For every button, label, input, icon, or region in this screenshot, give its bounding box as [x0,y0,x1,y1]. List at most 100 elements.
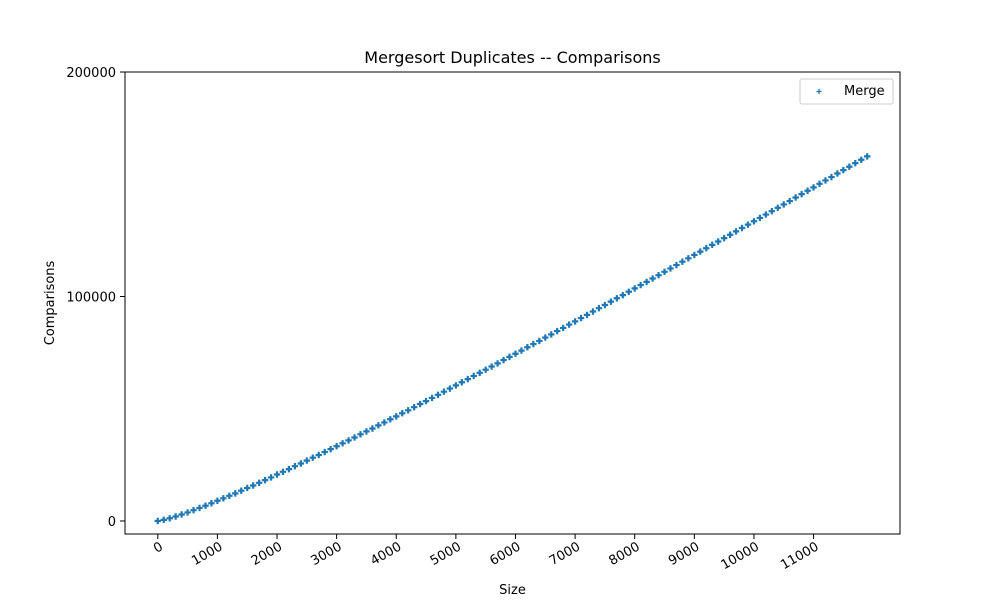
data-point [261,476,269,484]
data-point [297,460,305,467]
data-point [804,187,811,194]
data-point [208,500,215,507]
data-point [756,214,764,222]
data-point [434,391,442,399]
data-point [595,304,603,312]
data-point [452,382,460,389]
data-point [846,163,853,170]
data-point [410,403,418,411]
data-point [393,413,400,420]
data-point [607,298,615,305]
data-point [691,251,698,259]
data-point [518,347,525,354]
data-point [494,360,501,367]
data-point [613,295,621,302]
data-point [834,170,841,177]
data-point [571,318,579,325]
data-point [255,479,263,487]
data-point [852,159,859,167]
data-point [589,308,597,315]
data-point [184,509,191,516]
data-point [864,153,871,160]
merge-series [154,153,871,525]
data-point [226,492,233,500]
data-point [768,207,776,215]
data-point [345,437,352,444]
data-point [458,379,466,386]
data-point [363,428,370,435]
data-point [232,490,239,497]
data-point [375,422,382,429]
data-point [601,301,609,309]
data-point [160,516,167,524]
data-point [333,443,340,450]
data-point [631,285,638,292]
data-point [750,218,758,225]
data-point [220,495,227,502]
data-point [559,324,567,332]
data-point [774,204,781,212]
data-point [625,288,632,295]
data-point [381,419,388,426]
data-point [720,234,728,242]
data-point [154,517,161,525]
data-point [685,255,692,262]
data-point [196,504,203,512]
data-point [619,291,626,299]
data-point [464,375,471,383]
y-axis: 0 100000 200000 [66,66,125,530]
data-point [798,190,805,198]
data-point [339,440,346,447]
data-point [273,471,281,478]
data-point [416,400,424,408]
data-point [285,465,293,473]
data-point [565,321,573,328]
data-point [291,463,299,470]
data-point [792,194,799,201]
plot-area [124,71,901,535]
y-tick-label: 0 [108,515,116,530]
data-point [303,457,311,464]
data-point [506,353,513,361]
legend: Merge [799,78,894,105]
data-point [482,366,489,373]
data-point [244,484,251,492]
data-point [679,258,686,265]
data-point [202,502,209,509]
data-point [309,454,316,461]
data-point [321,448,328,456]
data-point [744,221,752,228]
data-point [387,416,394,423]
data-point [762,211,770,218]
data-point [476,369,483,377]
data-point [673,261,680,269]
data-point [172,513,179,520]
data-point [577,314,585,322]
y-axis-label: Comparisons [43,260,58,345]
data-point [214,497,221,504]
data-point [840,166,847,174]
data-point [524,344,531,351]
data-point [512,350,519,357]
data-point [327,445,334,453]
data-point [446,385,454,392]
data-point [422,397,430,405]
plot-frame [124,71,901,535]
data-point [703,245,710,252]
data-point [249,482,257,489]
legend-marker-merge [816,88,822,95]
plus-marker-icon [816,88,822,95]
x-axis-label: Size [499,583,526,598]
data-point [714,238,722,245]
data-point [536,337,543,345]
data-point [279,468,287,476]
y-tick-label: 100000 [66,290,116,305]
data-point [828,173,835,181]
legend-box [799,78,894,105]
data-point [697,248,704,255]
data-point [738,224,746,232]
legend-label-merge: Merge [844,84,885,99]
data-point [440,388,448,395]
data-point [488,363,495,370]
